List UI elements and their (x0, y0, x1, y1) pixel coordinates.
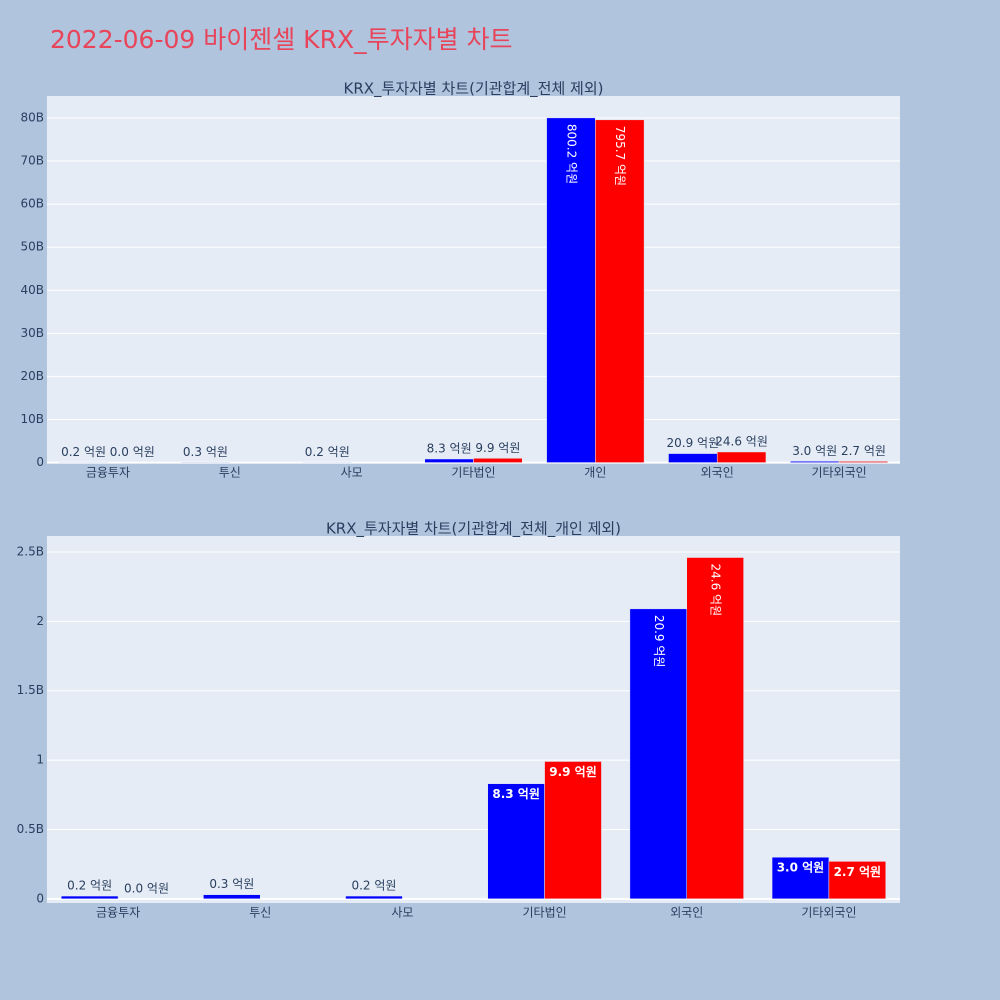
bar (629, 608, 688, 900)
chart-title: KRX_투자자별 차트(기관합계_전체 제외) (344, 80, 604, 99)
value-label: 8.3 억원 (427, 441, 472, 455)
bar (60, 895, 119, 900)
y-tick-label: 80B (20, 110, 44, 124)
value-label: 0.2 억원 (305, 445, 350, 459)
x-tick-label: 금융투자 (86, 466, 130, 480)
x-tick-label: 기타법인 (522, 906, 566, 920)
y-tick-label: 30B (20, 326, 44, 340)
value-label: 20.9 억원 (667, 436, 720, 450)
y-tick-label: 0 (36, 455, 44, 469)
value-label: 0.2 억원 (67, 879, 112, 893)
y-tick-label: 1 (36, 753, 44, 767)
value-label: 795.7 억원 (613, 126, 627, 186)
value-label: 0.3 억원 (183, 445, 228, 459)
x-tick-label: 기타법인 (451, 466, 495, 480)
x-tick-label: 외국인 (670, 906, 703, 920)
x-tick-label: 외국인 (701, 466, 734, 480)
value-label: 20.9 억원 (652, 615, 666, 668)
x-tick-label: 투신 (219, 466, 241, 480)
bar (828, 861, 887, 900)
value-label: 0.3 억원 (209, 877, 254, 891)
x-tick-label: 기타외국인 (811, 466, 866, 480)
x-tick-label: 금융투자 (96, 906, 140, 920)
value-label: 3.0 억원 (792, 444, 837, 458)
x-tick-label: 사모 (391, 906, 413, 920)
y-tick-label: 20B (20, 369, 44, 383)
value-label: 800.2 억원 (564, 124, 578, 184)
bar (345, 895, 403, 900)
y-tick-label: 0 (36, 891, 44, 905)
bar (716, 451, 767, 463)
bar (487, 783, 545, 900)
y-tick-label: 0.5B (17, 822, 44, 836)
y-tick-label: 1.5B (17, 683, 44, 697)
y-tick-label: 70B (20, 154, 44, 168)
x-tick-label: 투신 (249, 906, 271, 920)
bar (668, 453, 718, 463)
bar (838, 461, 889, 463)
y-tick-label: 2 (36, 614, 44, 628)
y-tick-label: 50B (20, 240, 44, 254)
x-tick-label: 기타외국인 (801, 906, 856, 920)
x-tick-label: 사모 (341, 466, 363, 480)
plot-area (47, 96, 900, 463)
bar (790, 461, 840, 463)
bar (424, 458, 474, 463)
value-label: 0.0 억원 (124, 881, 169, 895)
value-label: 3.0 억원 (777, 861, 825, 875)
bar (473, 458, 523, 463)
value-label: 24.6 억원 (715, 434, 768, 448)
y-tick-label: 10B (20, 412, 44, 426)
y-tick-label: 60B (20, 197, 44, 211)
value-label: 0.2 억원 (351, 879, 396, 893)
value-label: 8.3 억원 (492, 787, 540, 801)
bar (771, 856, 830, 900)
value-label: 9.9 억원 (549, 765, 597, 779)
y-tick-label: 40B (20, 283, 44, 297)
value-label: 0.0 억원 (110, 445, 155, 459)
x-tick-label: 개인 (584, 466, 606, 480)
value-label: 0.2 억원 (61, 445, 106, 459)
chart-title: KRX_투자자별 차트(기관합계_전체_개인 제외) (326, 520, 621, 539)
value-label: 2.7 억원 (841, 444, 886, 458)
plot-area (47, 536, 900, 903)
value-label: 2.7 억원 (834, 865, 882, 879)
bar (546, 117, 596, 463)
page-title: 2022-06-09 바이젠셀 KRX_투자자별 차트 (50, 25, 513, 54)
bar (595, 119, 645, 463)
bar (544, 761, 602, 900)
bar (203, 894, 261, 900)
value-label: 9.9 억원 (475, 441, 520, 455)
value-label: 24.6 억원 (709, 564, 723, 617)
bar (686, 557, 744, 900)
y-tick-label: 2.5B (17, 544, 44, 558)
